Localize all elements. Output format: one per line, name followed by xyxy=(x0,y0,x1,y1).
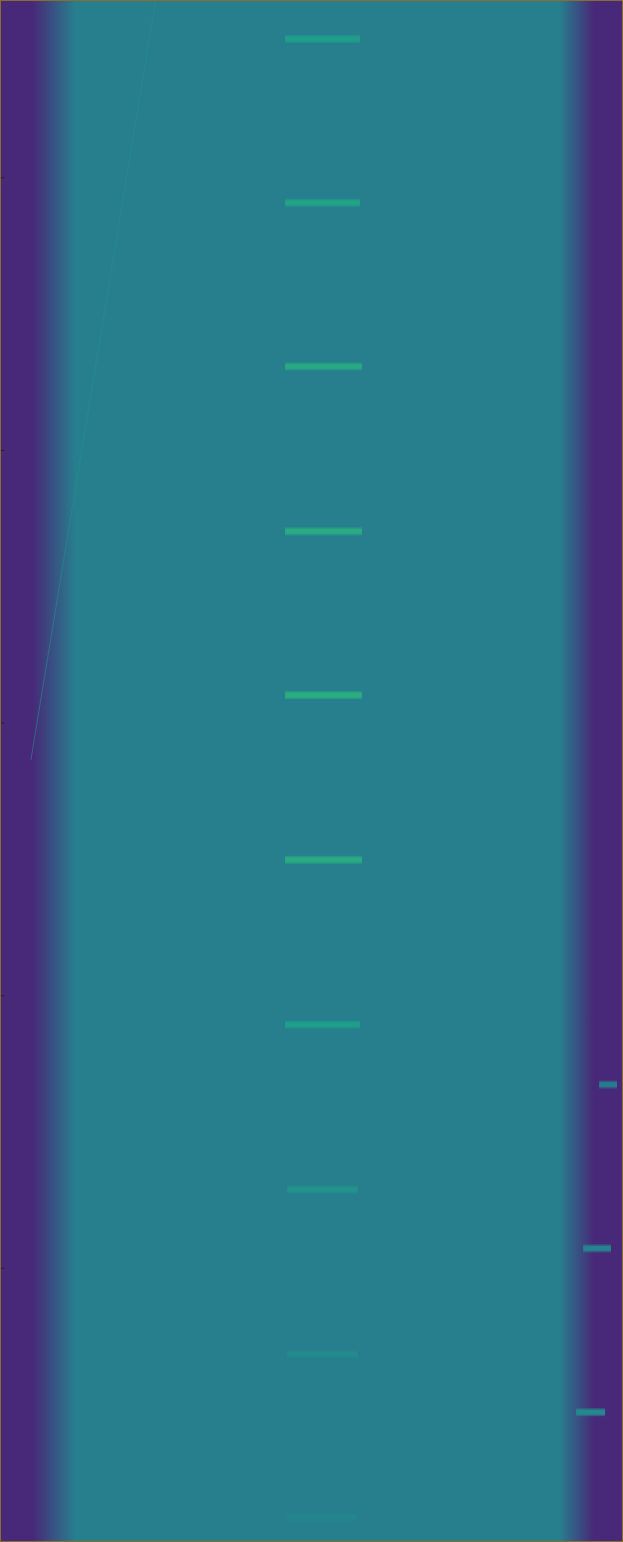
burst xyxy=(285,36,360,41)
burst-glow xyxy=(583,1244,611,1252)
burst xyxy=(285,1022,360,1027)
plot-area xyxy=(1,1,622,1541)
burst xyxy=(287,1515,356,1520)
burst-glow xyxy=(287,1513,356,1521)
burst-glow xyxy=(285,35,360,43)
burst-glow xyxy=(285,691,362,699)
burst-glow xyxy=(285,527,362,535)
drift-track xyxy=(31,1,156,760)
burst xyxy=(599,1082,617,1087)
burst xyxy=(285,693,362,698)
burst xyxy=(287,1352,358,1357)
burst xyxy=(285,857,362,862)
burst-glow xyxy=(285,1021,360,1029)
burst xyxy=(285,200,360,205)
burst-glow xyxy=(287,1185,358,1193)
burst-glow xyxy=(287,1350,358,1358)
burst xyxy=(285,529,362,534)
burst xyxy=(285,364,362,369)
spectrogram xyxy=(0,0,623,1542)
burst-glow xyxy=(576,1408,605,1416)
frame xyxy=(1,1,623,1542)
burst-glow xyxy=(285,199,360,207)
burst-glow xyxy=(285,363,362,371)
burst xyxy=(583,1246,611,1251)
burst-glow xyxy=(285,856,362,864)
background xyxy=(1,1,622,1541)
chart-root xyxy=(0,0,623,1542)
burst-glow xyxy=(599,1081,617,1089)
burst xyxy=(287,1187,358,1192)
burst xyxy=(576,1410,605,1415)
